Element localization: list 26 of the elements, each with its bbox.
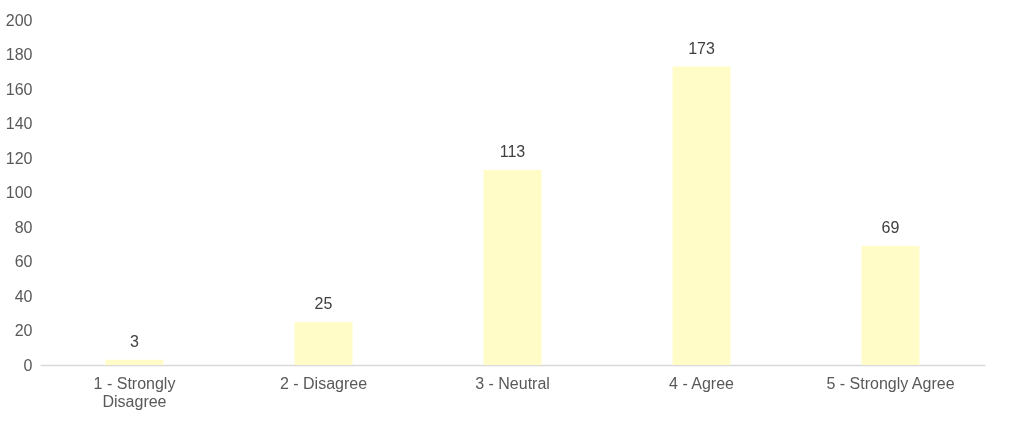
x-tick-label: 3 - Neutral (475, 374, 550, 392)
x-tick-label: 5 - Strongly Agree (826, 374, 955, 392)
bar (294, 321, 353, 365)
x-tick-label: 1 - Strongly Disagree (93, 374, 176, 410)
bar (672, 66, 731, 365)
x-tick-label: 2 - Disagree (279, 374, 368, 392)
y-tick-label: 60 (14, 253, 33, 270)
y-tick-label: 120 (5, 149, 33, 167)
y-tick-label: 140 (5, 115, 33, 132)
y-tick-label: 100 (5, 184, 33, 201)
y-tick-label: 160 (5, 80, 33, 98)
bar (861, 245, 920, 365)
data-label: 173 (688, 39, 715, 57)
y-tick-label: 40 (14, 287, 33, 305)
y-tick-label: 20 (14, 322, 33, 339)
bar (483, 170, 542, 365)
data-label: 3 (130, 332, 140, 350)
data-label: 25 (314, 294, 333, 312)
data-label: 113 (499, 143, 526, 161)
y-tick-label: 200 (5, 11, 33, 29)
y-tick-label: 0 (23, 356, 33, 374)
y-tick-label: 80 (14, 218, 33, 236)
y-tick-label: 180 (5, 46, 33, 63)
bar (105, 359, 164, 365)
data-label: 69 (881, 218, 900, 236)
x-tick-label: 4 - Agree (669, 374, 735, 392)
